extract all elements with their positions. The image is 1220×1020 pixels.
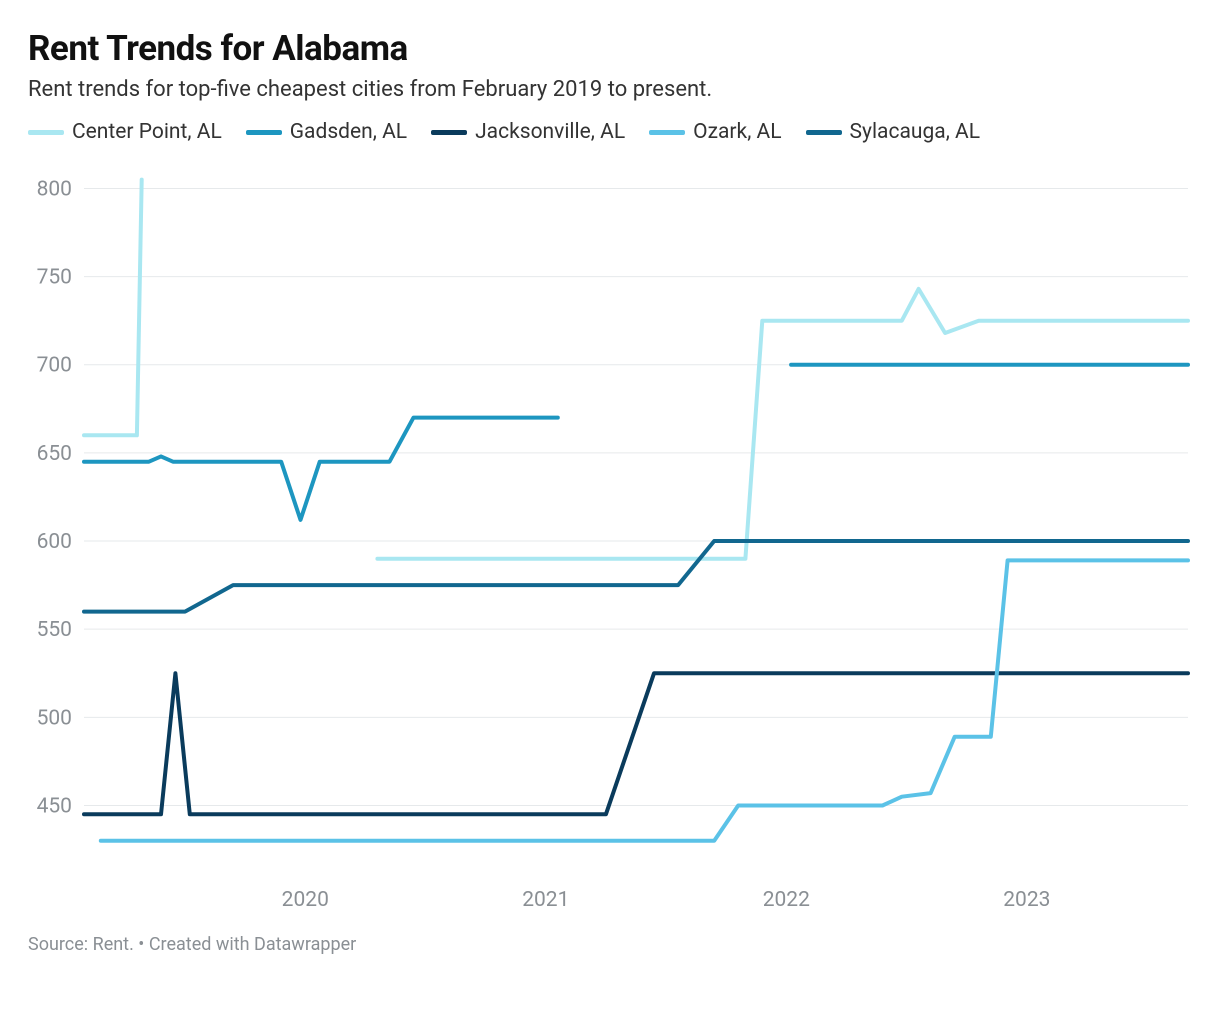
series-line	[84, 673, 1188, 814]
series-line	[84, 418, 558, 520]
legend: Center Point, AL Gadsden, AL Jacksonville,…	[28, 120, 1192, 144]
page-title: Rent Trends for Alabama	[28, 28, 1192, 69]
x-axis-label: 2020	[282, 888, 329, 912]
series-line	[84, 180, 142, 436]
page-subtitle: Rent trends for top-five cheapest cities…	[28, 77, 1192, 102]
legend-swatch	[431, 130, 467, 135]
y-axis-label: 600	[37, 530, 72, 554]
y-axis-label: 450	[37, 794, 72, 818]
legend-item: Gadsden, AL	[246, 120, 407, 144]
y-axis-label: 750	[37, 266, 72, 290]
y-axis-label: 800	[37, 177, 72, 201]
legend-label: Ozark, AL	[693, 120, 781, 144]
chart-footer: Source: Rent. • Created with Datawrapper	[28, 934, 1192, 955]
legend-swatch	[649, 130, 685, 135]
legend-label: Jacksonville, AL	[475, 120, 625, 144]
legend-swatch	[28, 130, 64, 135]
x-axis-label: 2022	[763, 888, 810, 912]
y-axis-label: 700	[37, 354, 72, 378]
legend-item: Jacksonville, AL	[431, 120, 625, 144]
x-axis-label: 2021	[522, 888, 569, 912]
series-line	[377, 289, 1188, 559]
legend-item: Sylacauga, AL	[806, 120, 981, 144]
series-line	[84, 541, 1188, 612]
y-axis-label: 650	[37, 442, 72, 466]
legend-swatch	[806, 130, 842, 135]
x-axis-label: 2023	[1003, 888, 1050, 912]
line-chart: 450 500 550 600 650 700 750 800 2020 2021 2022 2023	[28, 154, 1192, 924]
legend-item: Center Point, AL	[28, 120, 222, 144]
legend-label: Center Point, AL	[72, 120, 222, 144]
legend-label: Gadsden, AL	[290, 120, 407, 144]
y-axis-label: 550	[37, 618, 72, 642]
legend-item: Ozark, AL	[649, 120, 781, 144]
y-axis-label: 500	[37, 706, 72, 730]
legend-swatch	[246, 130, 282, 135]
legend-label: Sylacauga, AL	[850, 120, 981, 144]
